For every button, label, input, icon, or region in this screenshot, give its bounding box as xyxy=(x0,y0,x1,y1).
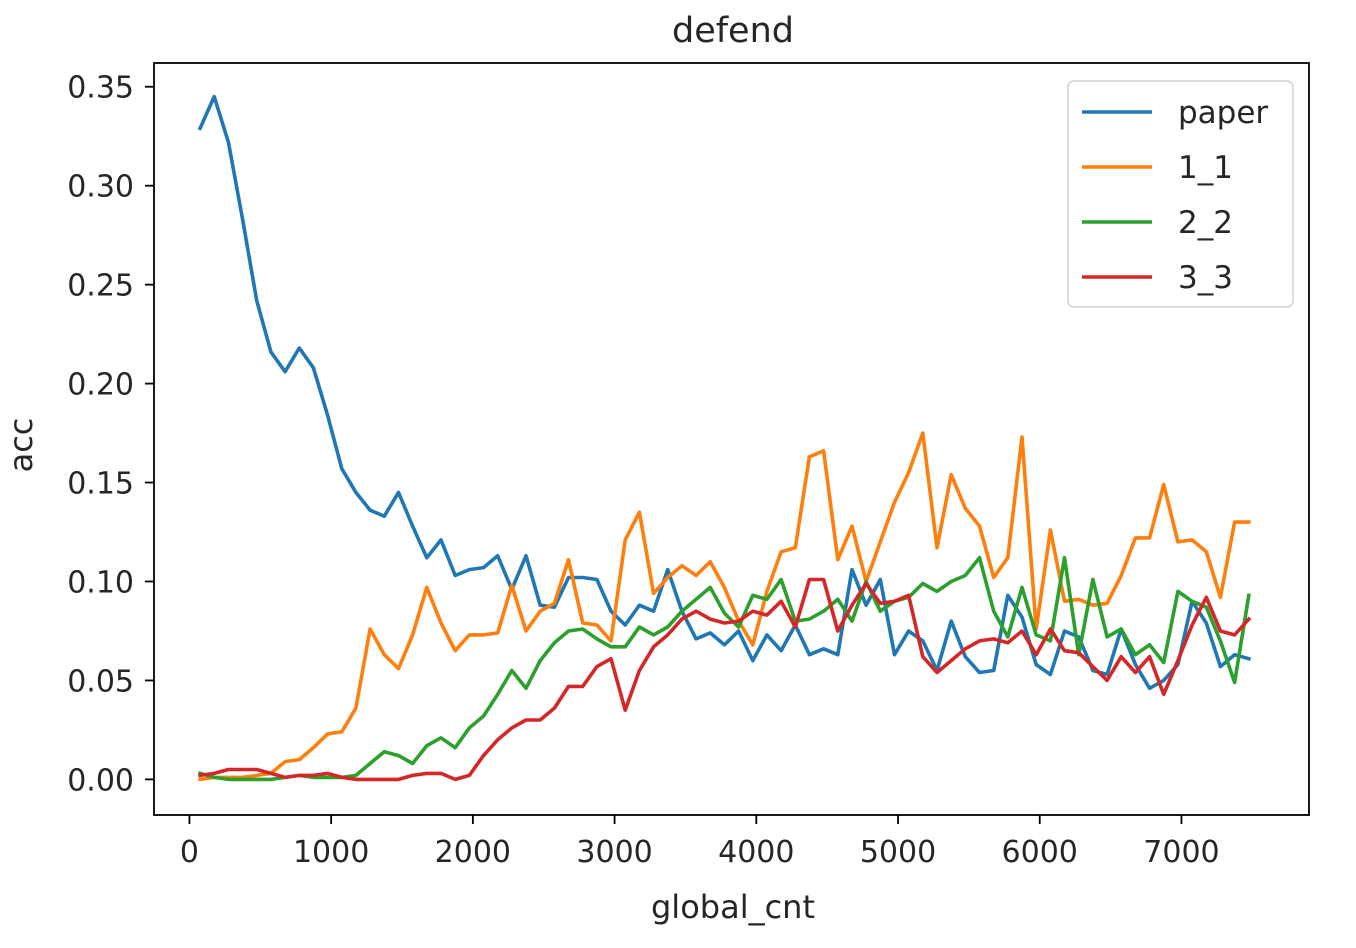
axes-frame xyxy=(153,62,1310,816)
y-tick-label: 0.05 xyxy=(67,664,134,699)
y-tick-label: 0.15 xyxy=(67,467,134,502)
series-line-1 xyxy=(198,431,1251,782)
y-tick-label: 0.10 xyxy=(67,565,134,600)
x-tick-label: 1000 xyxy=(293,835,369,870)
series-line-2 xyxy=(197,555,1251,782)
x-tick-label: 6000 xyxy=(1002,835,1078,870)
x-tick-label: 0 xyxy=(180,835,199,870)
y-axis-label: acc xyxy=(2,418,40,473)
y-tick-label: 0.20 xyxy=(67,368,134,403)
x-tick-label: 3000 xyxy=(576,835,652,870)
legend-box xyxy=(1067,80,1294,308)
y-tick-label: 0.00 xyxy=(67,763,134,798)
legend-label-1: 1_1 xyxy=(1178,150,1233,186)
y-tick-label: 0.30 xyxy=(67,170,134,205)
y-tick-label: 0.25 xyxy=(67,269,134,304)
legend-label-3: 3_3 xyxy=(1178,260,1233,296)
x-axis-label: global_cnt xyxy=(651,888,815,926)
series-line-0 xyxy=(197,94,1252,691)
legend: paper 1_1 2_2 3_3 xyxy=(1067,80,1294,308)
plot-area: 0 1000 2000 3000 4000 5000 6000 7000 0.00 0.05 0.1… xyxy=(67,62,1310,870)
legend-label-2: 2_2 xyxy=(1178,205,1233,241)
legend-label-0: paper xyxy=(1178,95,1268,131)
x-tick-label: 2000 xyxy=(435,835,511,870)
chart-title: defend xyxy=(672,11,794,51)
series-line-3 xyxy=(198,577,1252,782)
x-tick-label: 4000 xyxy=(718,835,794,870)
x-tick-label: 7000 xyxy=(1143,835,1219,870)
y-tick-label: 0.35 xyxy=(67,71,134,106)
x-tick-label: 5000 xyxy=(860,835,936,870)
